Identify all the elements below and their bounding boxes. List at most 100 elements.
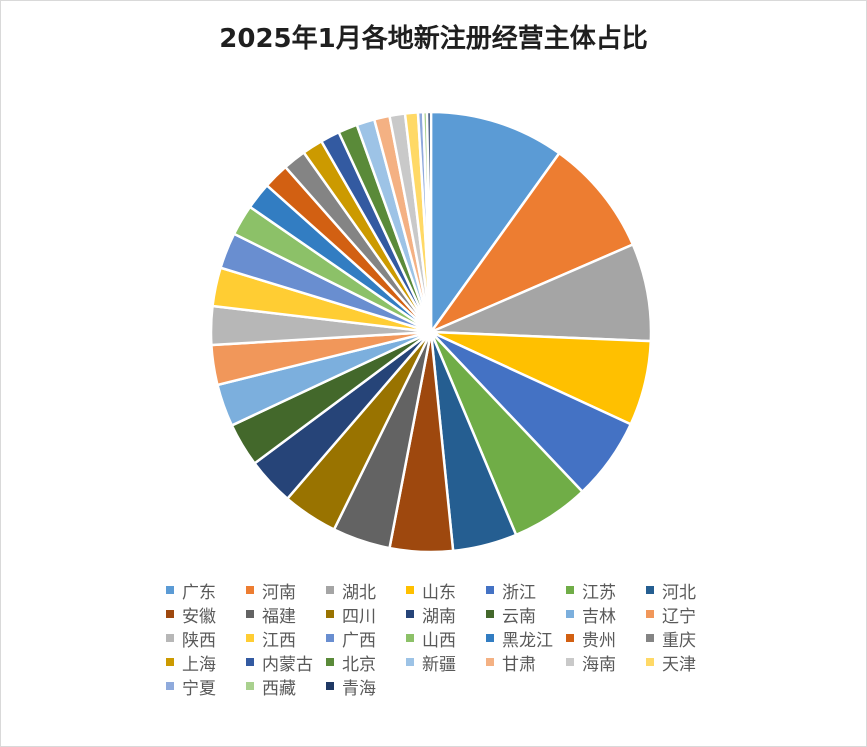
legend-item: 云南 <box>486 602 566 627</box>
legend-swatch <box>246 658 254 666</box>
legend-label: 青海 <box>342 678 376 699</box>
legend-swatch <box>166 658 174 666</box>
legend-label: 山西 <box>422 630 456 651</box>
legend-swatch <box>566 610 574 618</box>
legend-swatch <box>486 658 494 666</box>
legend-swatch <box>566 658 574 666</box>
legend-swatch <box>326 634 334 642</box>
legend-swatch <box>166 634 174 642</box>
legend-item: 福建 <box>246 602 326 627</box>
legend-swatch <box>646 658 654 666</box>
legend-swatch <box>406 610 414 618</box>
legend-item: 内蒙古 <box>246 650 326 675</box>
legend-item: 陕西 <box>166 626 246 651</box>
legend-swatch <box>486 610 494 618</box>
legend-label: 内蒙古 <box>262 654 313 675</box>
legend-swatch <box>566 586 574 594</box>
legend-item: 黑龙江 <box>486 626 566 651</box>
legend-label: 上海 <box>182 654 216 675</box>
legend-item: 贵州 <box>566 626 646 651</box>
legend-item: 新疆 <box>406 650 486 675</box>
pie-slice-2 <box>427 151 635 335</box>
legend-item: 宁夏 <box>166 674 246 699</box>
legend-item: 湖南 <box>406 602 486 627</box>
legend-label: 新疆 <box>422 654 456 675</box>
legend-label: 江西 <box>262 630 296 651</box>
legend-item: 安徽 <box>166 602 246 627</box>
legend-item: 天津 <box>646 650 726 675</box>
legend-swatch <box>646 610 654 618</box>
legend-label: 北京 <box>342 654 376 675</box>
pie-slice-1 <box>429 110 561 336</box>
legend-swatch <box>646 586 654 594</box>
legend-item: 上海 <box>166 650 246 675</box>
legend-label: 重庆 <box>662 630 696 651</box>
pie-slice-31 <box>425 110 433 333</box>
legend-label: 山东 <box>422 582 456 603</box>
legend-label: 湖南 <box>422 606 456 627</box>
legend-label: 贵州 <box>582 630 616 651</box>
legend-label: 天津 <box>662 654 696 675</box>
legend-swatch <box>406 634 414 642</box>
legend-label: 四川 <box>342 606 376 627</box>
legend-label: 江苏 <box>582 582 616 603</box>
legend-label: 甘肃 <box>502 654 536 675</box>
legend-label: 陕西 <box>182 630 216 651</box>
legend-swatch <box>486 586 494 594</box>
legend-item: 广东 <box>166 578 246 603</box>
legend-swatch <box>246 634 254 642</box>
legend-label: 浙江 <box>502 582 536 603</box>
pie-slices <box>209 110 653 554</box>
legend-swatch <box>166 682 174 690</box>
legend-label: 海南 <box>582 654 616 675</box>
legend-item: 北京 <box>326 650 406 675</box>
legend-item: 青海 <box>326 674 406 699</box>
legend-item: 河南 <box>246 578 326 603</box>
legend-label: 安徽 <box>182 606 216 627</box>
legend-item: 甘肃 <box>486 650 566 675</box>
legend-swatch <box>326 610 334 618</box>
legend-swatch <box>326 682 334 690</box>
legend-item: 重庆 <box>646 626 726 651</box>
legend-label: 黑龙江 <box>502 630 553 651</box>
legend-swatch <box>246 610 254 618</box>
legend-label: 河北 <box>662 582 696 603</box>
legend-item: 辽宁 <box>646 602 726 627</box>
legend-item: 西藏 <box>246 674 326 699</box>
legend-swatch <box>246 682 254 690</box>
legend-swatch <box>166 586 174 594</box>
legend-label: 云南 <box>502 606 536 627</box>
legend-swatch <box>566 634 574 642</box>
legend-item: 海南 <box>566 650 646 675</box>
legend-item: 广西 <box>326 626 406 651</box>
legend-item: 湖北 <box>326 578 406 603</box>
legend-label: 河南 <box>262 582 296 603</box>
legend-label: 湖北 <box>342 582 376 603</box>
legend-item: 江苏 <box>566 578 646 603</box>
legend-label: 福建 <box>262 606 296 627</box>
legend-swatch <box>326 658 334 666</box>
legend-item: 浙江 <box>486 578 566 603</box>
chart-title: 2025年1月各地新注册经营主体占比 <box>219 24 648 54</box>
legend-swatch <box>326 586 334 594</box>
legend-item: 山东 <box>406 578 486 603</box>
pie-slice-3 <box>430 242 653 343</box>
legend-item: 吉林 <box>566 602 646 627</box>
legend-label: 广东 <box>182 582 216 603</box>
chart-legend: 广东 河南 湖北 山东 浙江 江苏 河北安徽 福建 四川 湖南 云南 吉林 辽宁陕西 江西 广西 山西 黑龙江 贵… <box>166 578 726 699</box>
legend-swatch <box>406 658 414 666</box>
legend-swatch <box>166 610 174 618</box>
legend-item: 山西 <box>406 626 486 651</box>
legend-label: 辽宁 <box>662 606 696 627</box>
legend-label: 西藏 <box>262 678 296 699</box>
legend-swatch <box>406 586 414 594</box>
legend-item: 江西 <box>246 626 326 651</box>
legend-label: 吉林 <box>582 606 616 627</box>
legend-label: 广西 <box>342 630 376 651</box>
legend-swatch <box>246 586 254 594</box>
legend-swatch <box>486 634 494 642</box>
legend-swatch <box>646 634 654 642</box>
legend-label: 宁夏 <box>182 678 216 699</box>
legend-item: 河北 <box>646 578 726 603</box>
